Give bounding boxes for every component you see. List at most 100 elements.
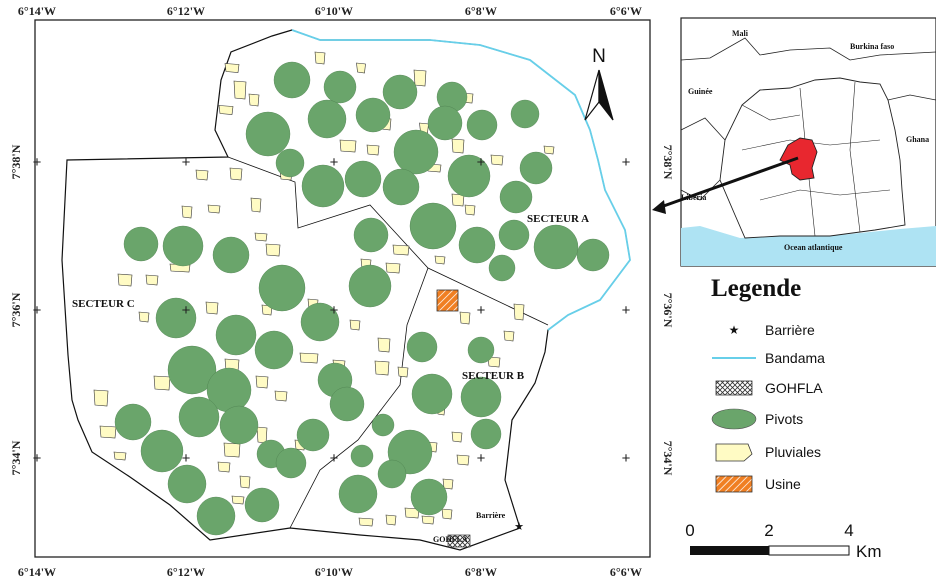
pivot-circle	[406, 331, 438, 363]
ocean-label: Ocean atlantique	[784, 243, 843, 252]
pluviale-plot	[451, 138, 465, 154]
pivot-circle	[411, 373, 453, 415]
legend: Legende ★ Barrière Bandama GOHFLA Pivots…	[711, 275, 825, 493]
pivot-circle	[498, 219, 530, 251]
pivot-circle	[162, 225, 204, 267]
pluviale-plot	[339, 139, 357, 153]
pluviale-plot	[138, 311, 150, 323]
scale-segment-dark	[690, 546, 769, 555]
mali-label: Mali	[732, 29, 749, 38]
graticule-cross: +	[182, 302, 191, 319]
pluviale-plot	[218, 105, 234, 115]
usine-marker	[436, 289, 459, 312]
gohfla-marker	[447, 534, 471, 548]
graticule-cross: +	[477, 450, 486, 467]
pivot-circle	[377, 459, 407, 489]
legend-pluviales-symbol	[715, 443, 753, 462]
pivot-circle	[301, 164, 345, 208]
pluviale-plot	[145, 274, 159, 286]
pluviale-plot	[229, 167, 243, 181]
pluviale-plot	[254, 232, 268, 242]
lon-label: 6°12'W	[167, 4, 205, 18]
pivot-circle	[533, 224, 579, 270]
pivot-circle	[410, 478, 448, 516]
locator-arrow	[657, 156, 799, 210]
pivot-circle	[212, 236, 250, 274]
pivot-circle	[275, 447, 307, 479]
pivot-circle	[155, 297, 197, 339]
lat-label: 7°34'N	[661, 441, 675, 476]
pivot-circle	[196, 496, 236, 536]
pluviale-plot	[385, 262, 401, 274]
pivot-circle	[519, 151, 553, 185]
pivot-circle	[382, 168, 420, 206]
pluviale-plot	[223, 442, 241, 458]
graticule: + + + + + + + + + + + + + + +	[33, 154, 631, 467]
pluviale-plot	[413, 69, 427, 87]
pluviales-layer	[93, 51, 555, 527]
pluviale-plot	[117, 273, 133, 287]
barriere-map-label: Barrière	[476, 511, 506, 520]
pivot-circle	[499, 180, 533, 214]
pivot-circle	[254, 330, 294, 370]
pluviale-plot	[513, 303, 525, 321]
scale-tick-0: 0	[685, 521, 694, 540]
pivot-circle	[348, 264, 392, 308]
scale-bar: 0 2 4 Km	[685, 521, 881, 561]
longitude-labels-top: 6°14'W 6°12'W 6°10'W 6°8'W 6°6'W	[18, 4, 642, 18]
lon-label: 6°10'W	[315, 4, 353, 18]
pluviale-plot	[374, 360, 390, 376]
legend-gohfla-label: GOHFLA	[765, 380, 823, 396]
pivot-circle	[215, 314, 257, 356]
pluviale-plot	[256, 426, 268, 444]
graticule-cross: +	[477, 302, 486, 319]
sector-b-label: SECTEUR B	[462, 370, 525, 382]
lat-label: 7°36'N	[9, 292, 23, 327]
pluviale-plot	[464, 204, 476, 216]
legend-title: Legende	[711, 275, 801, 302]
pluviale-plot	[358, 517, 374, 527]
pivot-circle	[355, 97, 391, 133]
pivot-circle	[576, 238, 610, 272]
graticule-cross: +	[622, 302, 631, 319]
latitude-labels-right: 7°38'N 7°36'N 7°34'N	[661, 145, 675, 476]
pivot-circle	[460, 376, 502, 418]
legend-bandama-label: Bandama	[765, 350, 825, 366]
scale-unit: Km	[856, 542, 882, 561]
pluviale-plot	[99, 425, 117, 439]
pluviale-plot	[224, 63, 240, 73]
ghana-label: Ghana	[906, 135, 929, 144]
lon-label: 6°6'W	[610, 565, 642, 579]
pivot-circle	[123, 226, 159, 262]
pluviale-plot	[299, 352, 319, 364]
pluviale-plot	[490, 154, 504, 166]
pluviale-plot	[255, 375, 269, 389]
legend-pluviales-label: Pluviales	[765, 444, 821, 460]
pluviale-plot	[487, 356, 501, 368]
pluviale-plot	[93, 389, 109, 407]
pluviale-plot	[113, 451, 127, 461]
inset-map: Mali Burkina faso Guinée Ghana Liberia O…	[680, 17, 936, 267]
legend-barriere-label: Barrière	[765, 322, 815, 338]
lon-label: 6°8'W	[465, 4, 497, 18]
sector-a-label: SECTEUR A	[527, 213, 589, 225]
pluviale-plot	[392, 244, 410, 256]
pluviale-plot	[377, 337, 391, 353]
graticule-cross: +	[477, 154, 486, 171]
pivot-circle	[300, 302, 340, 342]
pluviale-plot	[459, 311, 471, 325]
pivot-circle	[258, 264, 306, 312]
gohfla-map-label: GOHFLA	[433, 535, 468, 544]
legend-usine-symbol	[715, 475, 753, 493]
graticule-cross: +	[182, 450, 191, 467]
pluviale-plot	[231, 495, 245, 505]
scale-segment-light	[768, 545, 850, 556]
north-arrow: N	[584, 46, 614, 121]
pivot-circle	[393, 129, 439, 175]
north-arrow-right	[598, 69, 614, 121]
pivot-circle	[350, 444, 374, 468]
pivot-circle	[409, 202, 457, 250]
pluviale-plot	[314, 51, 326, 65]
pluviale-plot	[207, 204, 221, 214]
